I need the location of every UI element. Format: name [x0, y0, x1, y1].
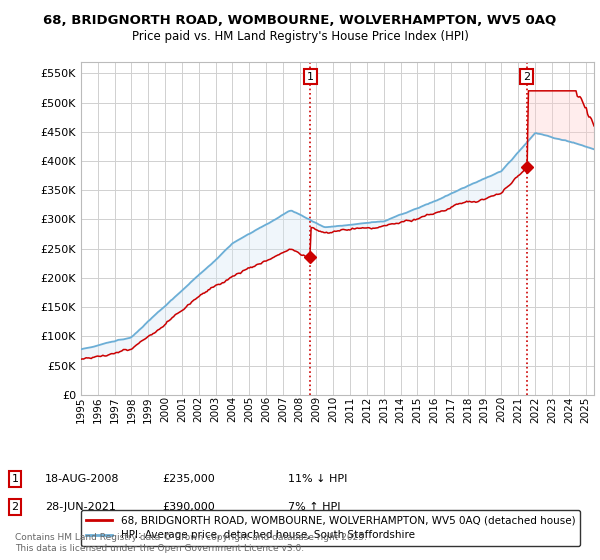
Text: £390,000: £390,000	[162, 502, 215, 512]
Text: 7% ↑ HPI: 7% ↑ HPI	[288, 502, 341, 512]
Text: 1: 1	[307, 72, 314, 82]
Text: 18-AUG-2008: 18-AUG-2008	[45, 474, 119, 484]
Text: £235,000: £235,000	[162, 474, 215, 484]
Text: 2: 2	[11, 502, 19, 512]
Text: 11% ↓ HPI: 11% ↓ HPI	[288, 474, 347, 484]
Text: 2: 2	[523, 72, 530, 82]
Legend: 68, BRIDGNORTH ROAD, WOMBOURNE, WOLVERHAMPTON, WV5 0AQ (detached house), HPI: Av: 68, BRIDGNORTH ROAD, WOMBOURNE, WOLVERHA…	[81, 510, 580, 545]
Text: Contains HM Land Registry data © Crown copyright and database right 2025.
This d: Contains HM Land Registry data © Crown c…	[15, 533, 367, 553]
Text: 1: 1	[11, 474, 19, 484]
Text: 68, BRIDGNORTH ROAD, WOMBOURNE, WOLVERHAMPTON, WV5 0AQ: 68, BRIDGNORTH ROAD, WOMBOURNE, WOLVERHA…	[43, 14, 557, 27]
Text: 28-JUN-2021: 28-JUN-2021	[45, 502, 116, 512]
Text: Price paid vs. HM Land Registry's House Price Index (HPI): Price paid vs. HM Land Registry's House …	[131, 30, 469, 43]
